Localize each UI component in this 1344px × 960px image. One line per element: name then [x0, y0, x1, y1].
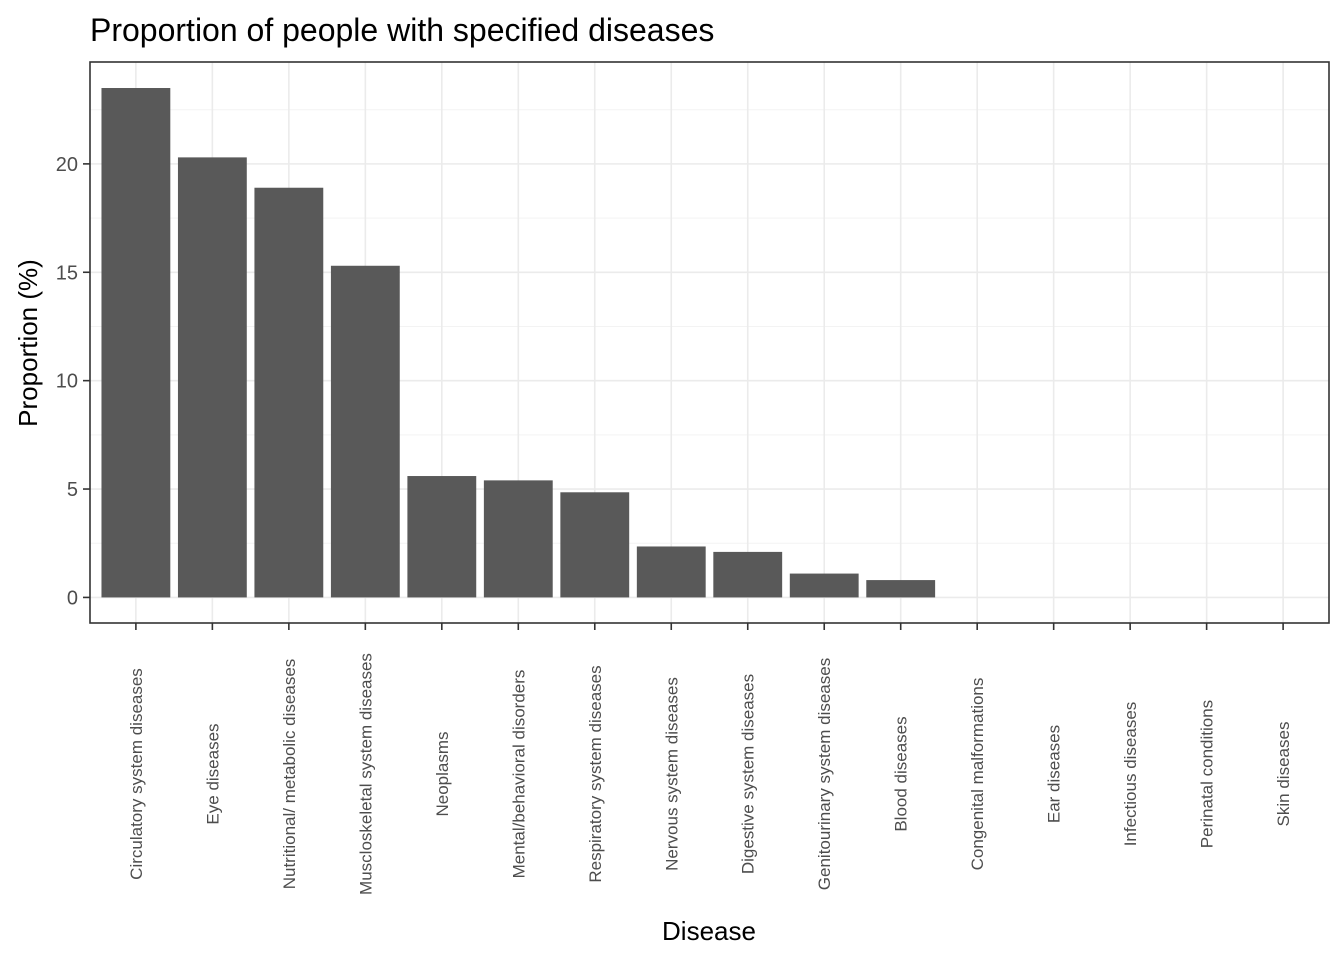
bar	[101, 88, 171, 598]
y-tick-label: 0	[67, 587, 78, 609]
x-tick-label: Nutritional/ metabolic diseases	[280, 659, 299, 890]
x-tick-label: Perinatal conditions	[1198, 700, 1217, 848]
bar	[789, 573, 859, 598]
x-tick-label: Infectious diseases	[1121, 702, 1140, 847]
bar	[713, 551, 783, 598]
x-axis-title: Disease	[662, 916, 756, 946]
y-tick-label: 5	[67, 479, 78, 501]
x-tick-label: Eye diseases	[203, 723, 222, 824]
x-tick-label: Nervous system diseases	[662, 677, 681, 871]
panel-border	[89, 61, 1330, 624]
bar	[254, 187, 324, 598]
x-tick-label: Circulatory system diseases	[127, 668, 146, 880]
x-tick-label: Mental/behavioral disorders	[509, 670, 528, 879]
y-tick-label: 15	[56, 262, 78, 284]
bar	[560, 492, 630, 598]
bar	[330, 265, 400, 598]
x-tick-label: Skin diseases	[1274, 722, 1293, 827]
x-axis: Circulatory system diseases Eye diseases N…	[127, 623, 1293, 895]
y-axis-title: Proportion (%)	[13, 259, 43, 427]
chart-title: Proportion of people with specified dise…	[90, 12, 714, 48]
x-tick-label: Muscloskeletal system diseases	[356, 653, 375, 895]
x-tick-label: Genitourinary system diseases	[815, 658, 834, 890]
x-tick-label: Respiratory system diseases	[586, 665, 605, 882]
x-tick-label: Blood diseases	[892, 716, 911, 831]
bar	[636, 546, 706, 598]
bar	[177, 157, 247, 598]
bars	[101, 88, 936, 598]
x-tick-label: Congenital malformations	[968, 678, 987, 871]
x-tick-label: Digestive system diseases	[739, 674, 758, 874]
bar	[483, 480, 553, 598]
bar	[407, 476, 477, 598]
bar	[866, 580, 936, 598]
x-tick-label: Neoplasms	[433, 731, 452, 816]
y-tick-label: 20	[56, 154, 78, 176]
y-tick-label: 10	[56, 371, 78, 393]
y-axis: 0 5 10 15 20	[56, 154, 90, 609]
x-tick-label: Ear diseases	[1045, 725, 1064, 823]
